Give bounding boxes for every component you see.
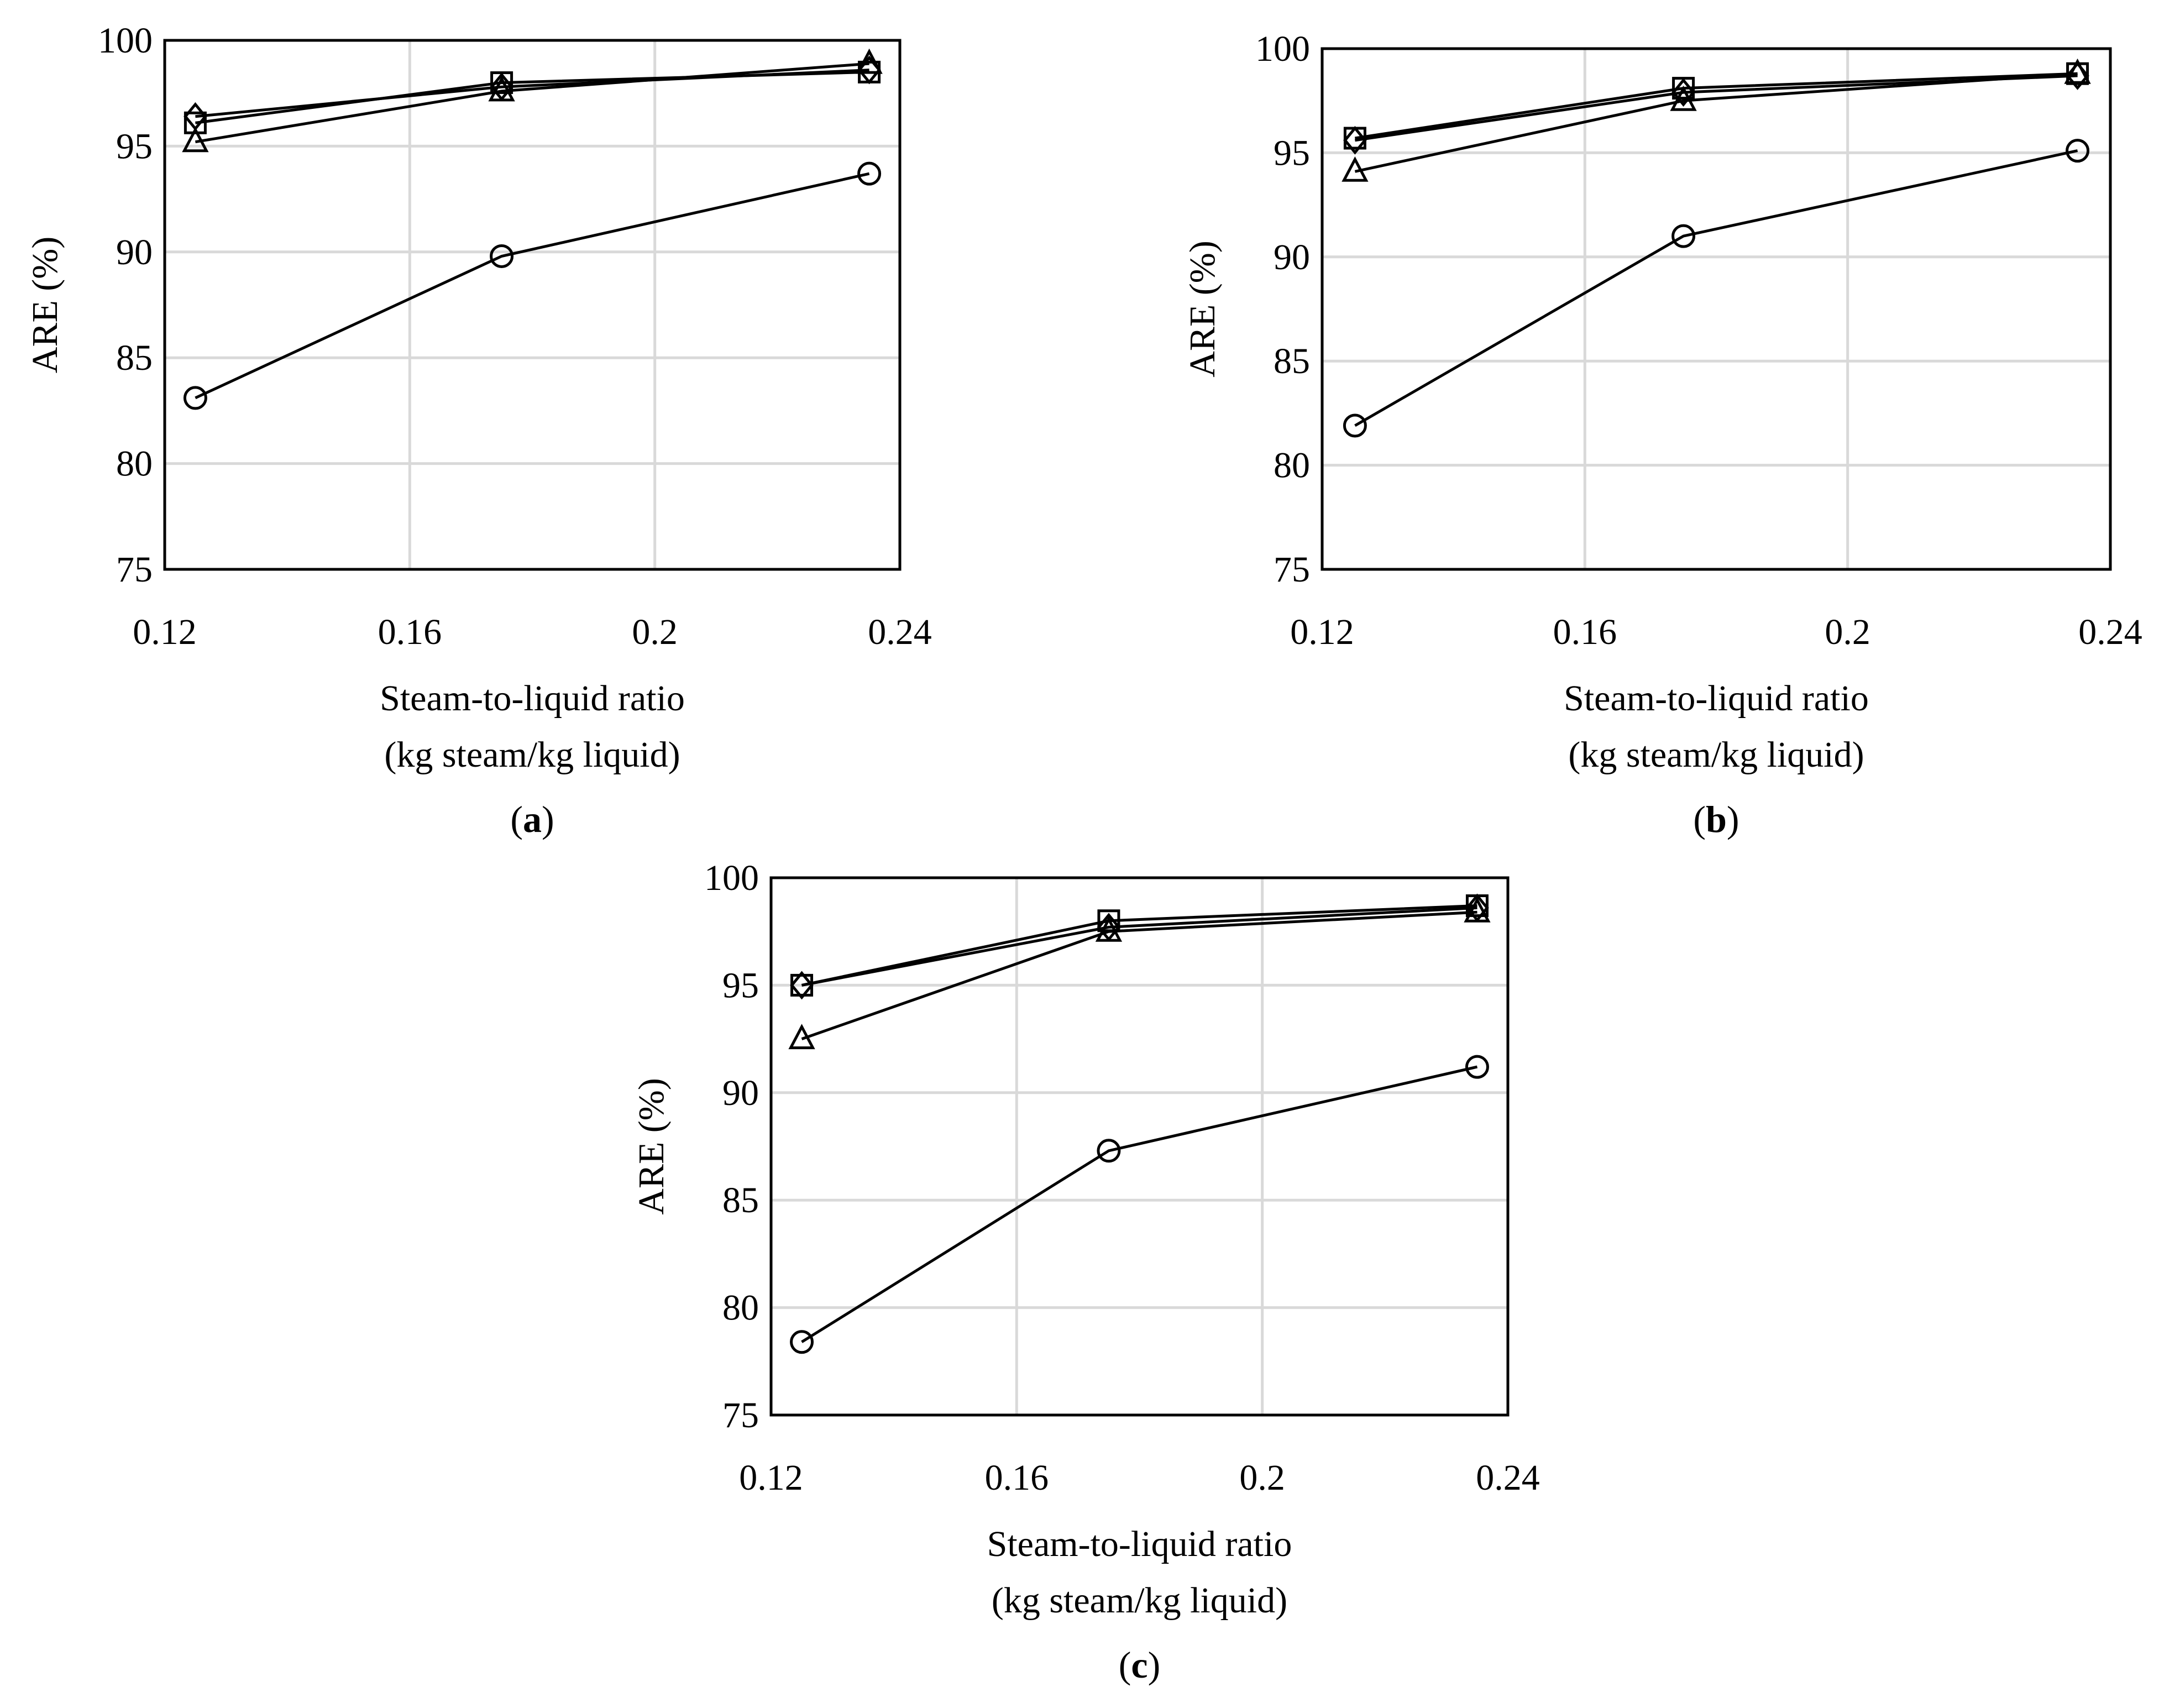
- chart-panel-c: 75 80 85 90 95 100 0.12 0.16 0.2 0.24 ARE (%) Steam…: [631, 858, 1540, 1686]
- series-square: [790, 894, 1489, 997]
- data-point-circle: [857, 161, 882, 186]
- plot-frame: [163, 39, 902, 571]
- y-tick-label: 85: [116, 338, 153, 378]
- series-circle: [1343, 139, 2090, 438]
- x-tick-label: 0.12: [133, 612, 197, 652]
- plot-frame: [1320, 47, 2112, 571]
- series-line: [801, 1065, 1478, 1343]
- series-diamond: [790, 893, 1489, 1000]
- x-tick-label: 0.16: [985, 1458, 1049, 1498]
- x-axis-title-line: Steam-to-liquid ratio: [987, 1524, 1292, 1564]
- x-tick-label: 0.2: [1239, 1458, 1285, 1498]
- data-point-square: [1097, 909, 1120, 932]
- y-tick-label: 80: [722, 1288, 759, 1328]
- panel-label: (c): [1119, 1644, 1161, 1686]
- y-tick-label: 75: [1274, 549, 1310, 590]
- chart-panel-b: 75 80 85 90 95 100 0.12 0.16 0.2 0.24 ARE (%) Steam…: [1182, 29, 2142, 840]
- data-point-circle: [490, 244, 514, 268]
- y-tick-label: 95: [722, 965, 759, 1005]
- series-line: [195, 70, 869, 124]
- y-axis-title: ARE (%): [631, 1078, 672, 1214]
- series-line: [195, 62, 869, 144]
- data-point-square: [184, 111, 207, 134]
- y-tick-label: 75: [116, 549, 153, 590]
- y-tick-label: 100: [98, 20, 153, 61]
- data-point-diamond: [490, 72, 513, 102]
- data-point-triangle: [788, 1024, 815, 1050]
- y-tick-label: 100: [704, 858, 759, 898]
- y-tick-label: 90: [1274, 237, 1310, 277]
- y-tick-label: 95: [1274, 133, 1310, 173]
- x-tick-label: 0.16: [1553, 612, 1617, 652]
- series-line: [801, 904, 1477, 987]
- data-point-circle: [1097, 1139, 1121, 1163]
- series-triangle: [788, 897, 1491, 1050]
- plot-frame: [769, 876, 1510, 1417]
- data-point-diamond: [1343, 125, 1367, 155]
- x-tick-label: 0.24: [868, 612, 932, 652]
- y-tick-label: 80: [1274, 446, 1310, 486]
- series-square: [1343, 62, 2089, 150]
- series-line: [801, 906, 1477, 987]
- x-tick-label: 0.24: [1476, 1458, 1540, 1498]
- series-line: [195, 69, 869, 118]
- data-point-triangle: [182, 127, 209, 153]
- data-point-diamond: [1465, 893, 1489, 923]
- y-axis-title: ARE (%): [1182, 240, 1223, 377]
- x-tick-label: 0.12: [739, 1458, 803, 1498]
- series-line: [1354, 149, 2078, 427]
- series-line: [195, 172, 870, 400]
- data-point-triangle: [1341, 156, 1369, 182]
- data-point-diamond: [2066, 61, 2089, 90]
- series-line: [1355, 72, 2078, 140]
- y-tick-label: 90: [116, 232, 153, 273]
- series-square: [184, 60, 881, 134]
- series-line: [1355, 74, 2078, 142]
- y-tick-label: 75: [722, 1395, 759, 1435]
- series-diamond: [184, 55, 881, 131]
- panel-label: (a): [510, 798, 554, 840]
- y-tick-label: 100: [1255, 29, 1310, 69]
- x-axis-title-line: Steam-to-liquid ratio: [380, 678, 685, 719]
- data-point-circle: [1465, 1055, 1489, 1079]
- y-tick-label: 80: [116, 444, 153, 484]
- x-tick-label: 0.2: [632, 612, 678, 652]
- data-point-diamond: [790, 971, 814, 1000]
- data-point-diamond: [184, 102, 207, 131]
- y-axis-title: ARE (%): [25, 237, 65, 373]
- x-tick-label: 0.2: [1825, 612, 1870, 652]
- data-point-circle: [790, 1330, 814, 1354]
- series-circle: [790, 1055, 1489, 1354]
- x-tick-label: 0.12: [1290, 612, 1354, 652]
- data-point-circle: [1343, 413, 1367, 438]
- x-axis-title-line: (kg steam/kg liquid): [992, 1580, 1287, 1621]
- y-tick-label: 85: [1274, 341, 1310, 381]
- series-diamond: [1343, 61, 2089, 155]
- data-point-circle: [1671, 224, 1696, 248]
- series-circle: [183, 161, 882, 410]
- y-tick-label: 95: [116, 126, 153, 166]
- chart-panel-a: 75 80 85 90 95 100 0.12 0.16 0.2 0.24 ARE (%) Steam…: [25, 20, 932, 840]
- x-axis-title-line: (kg steam/kg liquid): [384, 735, 680, 775]
- x-axis-title-line: (kg steam/kg liquid): [1568, 735, 1864, 775]
- x-tick-label: 0.24: [2078, 612, 2142, 652]
- data-point-diamond: [1097, 913, 1121, 942]
- series-triangle: [182, 48, 883, 153]
- data-point-circle: [183, 386, 207, 410]
- data-point-circle: [2066, 139, 2090, 163]
- y-tick-label: 90: [722, 1073, 759, 1113]
- x-tick-label: 0.16: [378, 612, 442, 652]
- data-point-diamond: [857, 55, 881, 85]
- y-tick-label: 85: [722, 1180, 759, 1220]
- series-line: [801, 910, 1477, 1040]
- x-axis-title-line: Steam-to-liquid ratio: [1564, 678, 1869, 719]
- panel-label: (b): [1693, 798, 1739, 840]
- data-point-diamond: [1671, 78, 1695, 107]
